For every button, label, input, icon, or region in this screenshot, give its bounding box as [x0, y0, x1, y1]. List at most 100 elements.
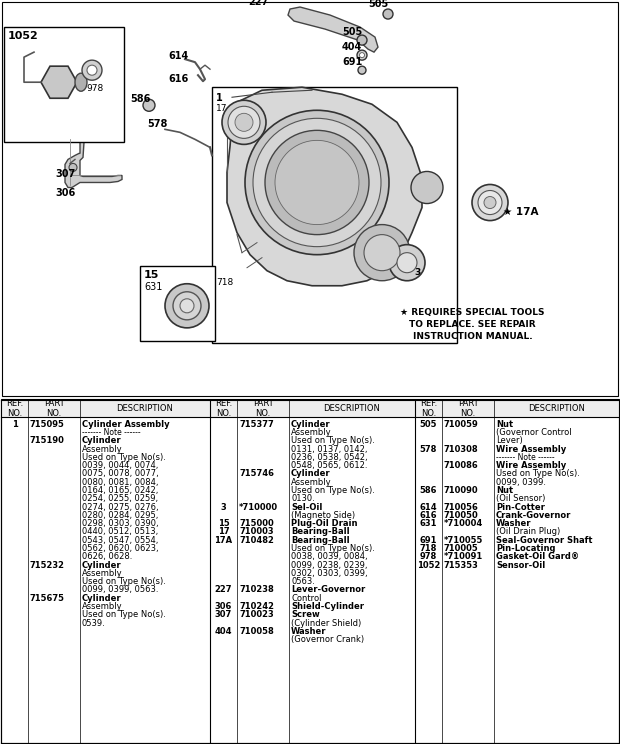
Text: PART
NO.: PART NO. [253, 399, 273, 418]
Text: Gasket-Oil Gard®: Gasket-Oil Gard® [496, 552, 579, 561]
Circle shape [275, 141, 359, 225]
Text: 17: 17 [218, 527, 229, 536]
Text: Used on Type No(s).: Used on Type No(s). [82, 453, 166, 462]
Text: PART
NO.: PART NO. [458, 399, 478, 418]
Text: 306: 306 [55, 187, 75, 197]
Text: 3: 3 [221, 503, 226, 512]
Circle shape [173, 292, 201, 320]
Text: Used on Type No(s).: Used on Type No(s). [291, 437, 375, 446]
Text: 15: 15 [218, 519, 229, 528]
Text: Shield-Cylinder: Shield-Cylinder [291, 602, 364, 611]
Circle shape [478, 190, 502, 214]
Circle shape [397, 253, 417, 273]
Polygon shape [227, 87, 422, 286]
Text: DESCRIPTION: DESCRIPTION [324, 404, 381, 413]
Text: 578: 578 [420, 445, 437, 454]
Text: 715353: 715353 [444, 560, 479, 570]
Text: Cylinder Assembly: Cylinder Assembly [82, 420, 170, 429]
Circle shape [165, 283, 209, 328]
Bar [212, 87, 457, 343]
Text: 0131, 0137, 0142,: 0131, 0137, 0142, [291, 445, 368, 454]
Text: 586: 586 [130, 94, 151, 104]
Text: 0039, 0044, 0074,: 0039, 0044, 0074, [82, 461, 158, 470]
Text: REF.
NO.: REF. NO. [215, 399, 232, 418]
Circle shape [360, 53, 365, 57]
Polygon shape [65, 138, 122, 187]
Text: ★ REQUIRES SPECIAL TOOLS
TO REPLACE. SEE REPAIR
INSTRUCTION MANUAL.: ★ REQUIRES SPECIAL TOOLS TO REPLACE. SEE… [401, 308, 545, 341]
Circle shape [228, 106, 260, 138]
Text: Used on Type No(s).: Used on Type No(s). [82, 577, 166, 586]
Text: Sel-Oil: Sel-Oil [291, 503, 322, 512]
Text: 15: 15 [144, 270, 159, 280]
Text: 586: 586 [420, 486, 437, 495]
Circle shape [354, 225, 410, 280]
Text: 710086: 710086 [444, 461, 479, 470]
Text: 578: 578 [147, 119, 167, 129]
Text: 715232: 715232 [30, 560, 65, 570]
Text: 404: 404 [342, 42, 362, 52]
Text: 710090: 710090 [444, 486, 479, 495]
Text: 0099, 0238, 0239,: 0099, 0238, 0239, [291, 560, 368, 570]
Text: 0302, 0303, 0399,: 0302, 0303, 0399, [291, 569, 368, 578]
Text: 715746: 715746 [239, 469, 274, 478]
Text: 227: 227 [248, 0, 268, 7]
Text: *710091: *710091 [444, 552, 483, 561]
Text: 710058: 710058 [239, 626, 274, 636]
Text: ------- Note ------: ------- Note ------ [82, 428, 141, 437]
Text: 616: 616 [168, 74, 188, 84]
Text: (Cylinder Shield): (Cylinder Shield) [291, 618, 361, 627]
Text: 710056: 710056 [444, 503, 479, 512]
Text: Wire Assembly: Wire Assembly [496, 461, 566, 470]
Text: 710238: 710238 [239, 586, 274, 594]
Text: 0236, 0538, 0542,: 0236, 0538, 0542, [291, 453, 368, 462]
Text: 616: 616 [420, 511, 437, 520]
Text: 307: 307 [55, 170, 75, 179]
Text: 715190: 715190 [30, 437, 65, 446]
Text: 710482: 710482 [239, 536, 274, 545]
Text: 718: 718 [420, 544, 437, 553]
Text: Screw: Screw [291, 610, 320, 619]
Text: Used on Type No(s).: Used on Type No(s). [291, 544, 375, 553]
Polygon shape [41, 66, 77, 98]
Circle shape [357, 35, 367, 45]
Text: 0038, 0039, 0084,: 0038, 0039, 0084, [291, 552, 368, 561]
Text: Sensor-Oil: Sensor-Oil [496, 560, 545, 570]
Circle shape [222, 100, 266, 144]
Bar [1, 400, 619, 417]
Text: 631: 631 [144, 282, 162, 292]
Text: *710055: *710055 [444, 536, 484, 545]
Circle shape [484, 196, 496, 208]
Text: 710023: 710023 [239, 610, 274, 619]
Text: Nut: Nut [496, 420, 513, 429]
Text: 17: 17 [216, 104, 228, 113]
Circle shape [82, 60, 102, 80]
Text: (Oil Drain Plug): (Oil Drain Plug) [496, 527, 560, 536]
Text: Seal-Governor Shaft: Seal-Governor Shaft [496, 536, 593, 545]
Circle shape [143, 99, 155, 112]
Text: 1052: 1052 [8, 31, 38, 41]
Text: Cylinder: Cylinder [82, 594, 122, 603]
Text: 715000: 715000 [239, 519, 274, 528]
Text: 710050: 710050 [444, 511, 479, 520]
Text: ------- Note ------: ------- Note ------ [496, 453, 555, 462]
Text: 505: 505 [420, 420, 437, 429]
Text: 631: 631 [420, 519, 437, 528]
Text: Nut: Nut [496, 486, 513, 495]
Text: Bearing-Ball: Bearing-Ball [291, 536, 350, 545]
Text: Assembly: Assembly [82, 602, 123, 611]
Text: Plug-Oil Drain: Plug-Oil Drain [291, 519, 358, 528]
Bar [140, 266, 215, 341]
Text: PART
NO.: PART NO. [43, 399, 64, 418]
Text: (Governor Crank): (Governor Crank) [291, 635, 364, 644]
Text: Used on Type No(s).: Used on Type No(s). [291, 486, 375, 495]
Text: 307: 307 [215, 610, 232, 619]
Text: 715095: 715095 [30, 420, 65, 429]
Text: 0099, 0399, 0563.: 0099, 0399, 0563. [82, 586, 159, 594]
Text: 0274, 0275, 0276,: 0274, 0275, 0276, [82, 503, 159, 512]
Text: ★ 17A: ★ 17A [503, 207, 539, 217]
Text: Assembly: Assembly [291, 478, 332, 487]
Text: 0440, 0512, 0513,: 0440, 0512, 0513, [82, 527, 158, 536]
Circle shape [265, 130, 369, 234]
Text: REF.
NO.: REF. NO. [420, 399, 437, 418]
Circle shape [472, 185, 508, 220]
